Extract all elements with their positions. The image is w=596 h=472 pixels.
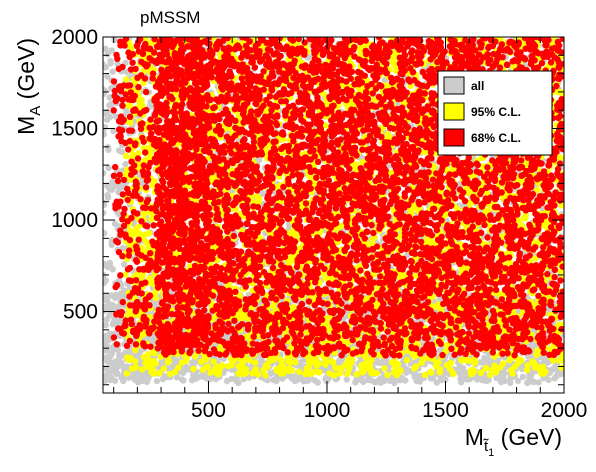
point — [108, 241, 116, 249]
point — [507, 379, 514, 386]
point — [524, 379, 531, 387]
point — [106, 102, 113, 109]
point — [106, 94, 113, 101]
point — [106, 312, 113, 319]
point — [332, 364, 339, 372]
data-points — [103, 37, 564, 387]
point — [109, 321, 117, 328]
point — [553, 372, 560, 380]
point — [108, 350, 116, 357]
point — [343, 376, 350, 383]
point — [269, 376, 277, 384]
point — [386, 377, 394, 384]
point — [109, 68, 116, 75]
point — [374, 358, 381, 365]
point — [159, 375, 167, 383]
point — [500, 373, 507, 380]
point — [105, 164, 112, 172]
point — [119, 244, 127, 252]
point — [104, 73, 111, 80]
point — [103, 279, 108, 286]
point — [114, 60, 121, 68]
point — [110, 127, 117, 135]
point — [519, 373, 527, 380]
point — [144, 376, 151, 383]
point — [403, 356, 411, 364]
point — [103, 169, 107, 177]
point — [103, 110, 109, 117]
point — [367, 377, 375, 384]
point — [104, 192, 111, 199]
point — [381, 365, 388, 372]
point — [194, 373, 201, 381]
point — [535, 379, 542, 386]
point — [223, 377, 231, 385]
point — [514, 377, 522, 385]
point — [483, 377, 490, 385]
point — [111, 37, 118, 44]
point — [399, 375, 406, 383]
point — [113, 370, 120, 377]
point — [131, 346, 139, 354]
point — [153, 377, 161, 385]
point — [103, 377, 109, 384]
point — [172, 356, 179, 363]
point — [103, 297, 110, 304]
point — [116, 352, 123, 359]
point — [105, 146, 112, 154]
point — [116, 147, 123, 154]
point — [552, 366, 560, 373]
point — [112, 294, 119, 302]
point — [456, 363, 464, 370]
point — [120, 377, 127, 384]
point — [103, 209, 107, 217]
point — [106, 376, 114, 384]
point — [108, 302, 115, 309]
point — [103, 131, 107, 138]
point — [433, 379, 440, 386]
point — [103, 321, 109, 329]
point — [103, 64, 109, 71]
point — [103, 116, 111, 123]
point — [180, 368, 188, 375]
point — [235, 379, 242, 386]
point — [111, 220, 119, 227]
point — [108, 47, 116, 54]
point — [103, 199, 107, 206]
point — [256, 156, 263, 164]
point — [121, 261, 128, 268]
point — [119, 362, 127, 370]
point — [103, 86, 107, 93]
point — [107, 264, 115, 271]
point — [104, 51, 111, 58]
point — [107, 60, 114, 67]
point — [493, 374, 500, 382]
point — [130, 374, 138, 381]
point — [545, 376, 552, 384]
point — [122, 160, 129, 168]
point — [459, 376, 466, 383]
point — [405, 367, 412, 374]
point — [103, 230, 108, 237]
point — [114, 347, 122, 354]
point — [180, 377, 187, 384]
point — [104, 182, 111, 189]
point — [103, 45, 109, 52]
point — [122, 76, 130, 83]
point — [118, 184, 125, 191]
point — [374, 377, 381, 385]
point — [527, 372, 534, 379]
